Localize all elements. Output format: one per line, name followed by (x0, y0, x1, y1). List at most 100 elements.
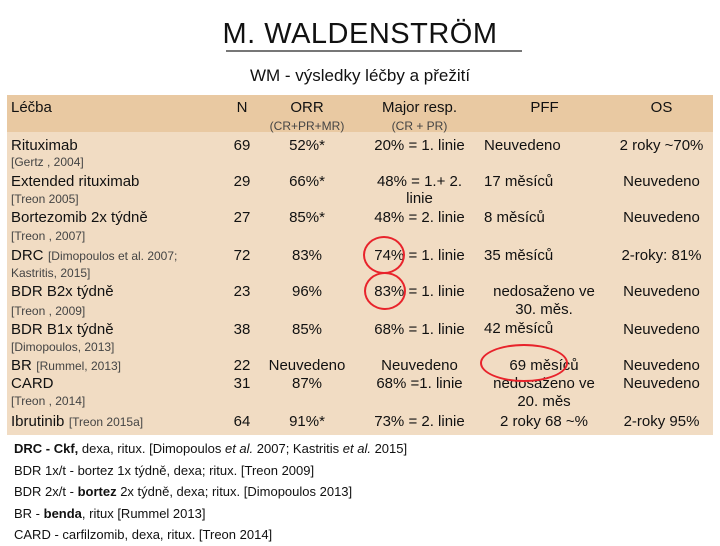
footnote-drc-text: dexa, ritux. [Dimopoulos (78, 441, 225, 456)
footnote-drc-label: DRC - (14, 441, 54, 456)
footnote-br-benda: benda (43, 505, 82, 521)
row3-n: 27 (233, 209, 251, 226)
row2-n: 29 (233, 173, 251, 190)
footnote-br-text: , ritux [Rummel 2013] (81, 505, 206, 521)
row7-treatment-ref: [Rummel, 2013] (36, 359, 121, 373)
header-treatment: Léčba (11, 99, 52, 116)
row5-pff-line2: 30. měs. (515, 301, 573, 318)
page-subtitle: WM - výsledky léčby a přežití (249, 66, 471, 85)
row6-orr: 85% (291, 321, 323, 338)
row4-treatment-line: DRC [Dimopoulos et al. 2007; (11, 247, 177, 265)
footnote-drc-text3: 2015] (370, 441, 408, 456)
row7-os2: Neuvedeno (623, 375, 700, 392)
header-major: Major resp. (381, 99, 458, 116)
row7-treatment: BR (11, 357, 32, 374)
footnote-drc-etal1: et al. (224, 441, 254, 456)
row2-os: Neuvedeno (623, 173, 700, 190)
row5-pff-line1: nedosaženo ve (493, 283, 595, 300)
row3-orr: 85%* (289, 209, 325, 226)
header-pff: PFF (530, 99, 559, 116)
row5-treatment: BDR B2x týdně (11, 283, 114, 300)
row3-major: 48% = 2. linie (374, 209, 465, 226)
row7-treatment-line: BR [Rummel, 2013] (11, 357, 121, 375)
page-title: M. WALDENSTRÖM (222, 18, 498, 50)
footnote-bdr2x-text: 2x týdně, dexa; ritux. [Dimopoulos 2013] (116, 484, 353, 499)
row4-n: 72 (233, 247, 251, 264)
footnotes: DRC - Ckf, dexa, ritux. [Dimopoulos et a… (14, 438, 407, 546)
row7-n2: 31 (233, 375, 251, 392)
row8-os: 2-roky 95% (623, 413, 700, 430)
row2-major-line1: 48% = 1.+ 2. (376, 173, 463, 190)
row3-pff: 8 měsíců (484, 209, 545, 226)
row7-major: Neuvedeno (381, 357, 458, 374)
row5-orr: 96% (291, 283, 323, 300)
row2-reference: [Treon 2005] (11, 192, 79, 206)
header-orr: ORR (290, 99, 324, 116)
footnote-bdr2x: BDR 2x/t - bortez 2x týdně, dexa; ritux.… (14, 481, 407, 503)
row2-treatment: Extended rituximab (11, 173, 140, 190)
row8-orr: 91%* (289, 413, 325, 430)
row7-orr: Neuvedeno (268, 357, 346, 374)
highlight-circle-br-pff (480, 344, 568, 382)
footnote-br-label: BR - (14, 505, 44, 521)
row6-major: 68% = 1. linie (374, 321, 465, 338)
row1-pff: Neuvedeno (484, 137, 561, 154)
row3-treatment: Bortezomib 2x týdně (11, 209, 148, 226)
row8-major: 73% = 2. linie (374, 413, 465, 430)
row5-n: 23 (233, 283, 251, 300)
header-os: OS (650, 99, 673, 116)
header-n: N (236, 99, 248, 116)
results-table: Léčba N ORR (CR+PR+MR) Major resp. (CR +… (7, 95, 713, 435)
row5-os: Neuvedeno (623, 283, 700, 300)
row8-treatment-ref: [Treon 2015a] (68, 415, 144, 429)
row6-reference: [Dimopoulos, 2013] (11, 340, 115, 354)
footnote-drc-ckf: Ckf, (53, 441, 79, 456)
row8-n: 64 (233, 413, 251, 430)
footnote-drc: DRC - Ckf, dexa, ritux. [Dimopoulos et a… (14, 438, 407, 460)
row1-orr: 52%* (289, 137, 325, 154)
footnote-drc-text2: 2007; Kastritis (253, 441, 343, 456)
row6-treatment: BDR B1x týdně (11, 321, 114, 338)
header-orr-sub: (CR+PR+MR) (269, 119, 345, 133)
row7-n: 22 (233, 357, 251, 374)
row6-os: Neuvedeno (623, 321, 700, 338)
row1-treatment: Rituximab (11, 137, 78, 154)
row1-reference: [Gertz , 2004] (11, 155, 84, 169)
highlight-circle-bdr-major (364, 272, 406, 310)
row7-reference: [Treon , 2014] (11, 394, 86, 408)
row7-orr2: 87% (291, 375, 323, 392)
row4-os: 2-roky: 81% (621, 247, 702, 264)
row4-treatment: DRC (11, 247, 44, 264)
row4-treatment-ref: [Dimopoulos et al. 2007; (47, 249, 178, 263)
row3-reference: [Treon , 2007] (11, 229, 86, 243)
row4-reference: Kastritis, 2015] (11, 266, 91, 280)
row6-n: 38 (233, 321, 251, 338)
row4-pff: 35 měsíců (484, 247, 554, 264)
row4-orr: 83% (291, 247, 323, 264)
footnote-drc-etal2: et al. (342, 441, 371, 456)
highlight-circle-drc-major (363, 236, 405, 274)
row7-treatment2: CARD (11, 375, 54, 392)
row6-pff: 42 měsíců (484, 320, 554, 337)
row8-treatment: Ibrutinib (11, 413, 65, 430)
table-header-band (7, 95, 713, 132)
row1-major: 20% = 1. linie (374, 137, 465, 154)
footnote-card: CARD - carfilzomib, dexa, ritux. [Treon … (14, 527, 273, 542)
footnote-br: BR - benda, ritux [Rummel 2013] (14, 503, 407, 525)
header-major-sub: (CR + PR) (391, 119, 448, 133)
row8-pff: 2 roky 68 ~% (500, 413, 588, 430)
row1-n: 69 (233, 137, 251, 154)
row5-reference: [Treon , 2009] (11, 304, 86, 318)
row7-pff2-line2: 20. měs (517, 393, 571, 410)
row2-major-line2: linie (406, 190, 433, 207)
footnote-bdr2x-label: BDR 2x/t - (14, 484, 78, 499)
title-underline (226, 50, 522, 52)
row3-os: Neuvedeno (623, 209, 700, 226)
row1-os: 2 roky ~70% (619, 137, 704, 154)
row7-major2: 68% =1. linie (376, 375, 463, 392)
footnote-bdr1x: BDR 1x/t - bortez 1x týdně, dexa; ritux.… (14, 462, 315, 478)
row8-treatment-line: Ibrutinib [Treon 2015a] (11, 413, 143, 431)
row7-os: Neuvedeno (623, 357, 700, 374)
row2-pff: 17 měsíců (484, 173, 554, 190)
footnote-bdr2x-bortez: bortez (77, 484, 117, 499)
